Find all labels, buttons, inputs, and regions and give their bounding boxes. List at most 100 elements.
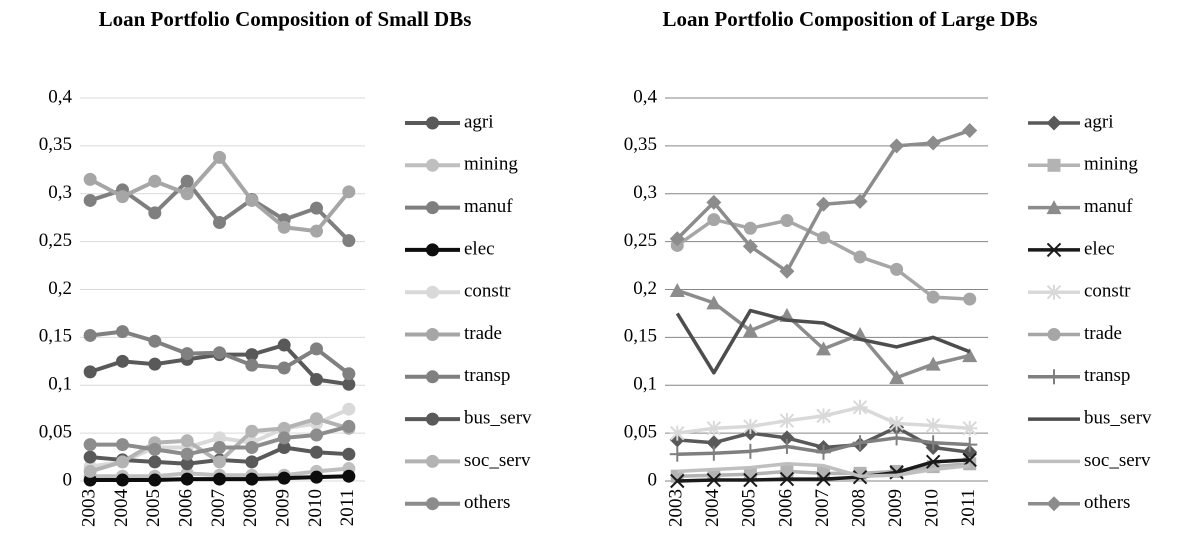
marker: [213, 440, 226, 454]
marker: [148, 357, 162, 371]
series-line: [675, 308, 971, 375]
marker: [1046, 369, 1062, 385]
marker: [852, 193, 868, 209]
marker: [426, 201, 439, 215]
marker: [925, 135, 941, 151]
marker: [962, 420, 978, 436]
marker: [707, 213, 721, 227]
marker: [779, 263, 795, 279]
x-tick-label: 2007: [208, 489, 229, 527]
y-tick-label: 0,3: [48, 182, 72, 203]
y-tick-label: 0,1: [48, 374, 72, 395]
marker: [310, 412, 323, 426]
marker: [706, 420, 722, 436]
marker: [1046, 496, 1062, 512]
legend-label: constr: [464, 281, 511, 302]
marker: [342, 447, 356, 461]
marker: [816, 408, 831, 424]
marker: [277, 421, 291, 435]
x-tick-label: 2007: [812, 489, 833, 527]
marker: [342, 469, 356, 483]
marker: [670, 473, 685, 489]
marker: [180, 457, 194, 471]
marker: [742, 323, 758, 338]
marker: [1047, 158, 1061, 172]
marker: [148, 473, 162, 487]
marker-stroke: [779, 471, 795, 487]
marker: [310, 428, 323, 442]
marker: [245, 193, 259, 207]
legend-label: elec: [1084, 238, 1115, 259]
marker: [925, 356, 941, 371]
marker: [742, 443, 758, 459]
legend-label: mining: [1084, 154, 1138, 175]
marker: [116, 354, 129, 368]
marker: [706, 194, 722, 210]
marker: [426, 328, 439, 341]
marker: [852, 399, 868, 415]
marker: [706, 472, 722, 488]
marker: [148, 174, 162, 188]
marker: [706, 445, 722, 461]
x-tick-label: 2005: [143, 489, 164, 527]
marker-stroke: [670, 473, 685, 489]
marker: [962, 452, 977, 468]
marker: [889, 138, 905, 154]
marker: [426, 158, 439, 172]
marker: [669, 231, 685, 247]
marker: [743, 221, 757, 235]
marker: [925, 454, 941, 470]
marker: [116, 438, 129, 452]
legend-label: constr: [1084, 281, 1131, 302]
y-tick-label: 0,2: [48, 278, 72, 299]
marker: [816, 444, 831, 460]
x-tick-label: 2010: [922, 489, 943, 527]
marker: [742, 418, 758, 434]
marker: [963, 292, 977, 306]
legend-label: manuf: [1084, 196, 1133, 217]
marker: [213, 455, 226, 469]
marker-stroke: [816, 471, 831, 487]
marker: [277, 361, 291, 375]
marker-stroke: [1046, 242, 1062, 258]
series-line: [676, 288, 971, 380]
legend-label: elec: [464, 238, 495, 259]
marker: [310, 201, 323, 215]
marker: [310, 373, 323, 387]
marker: [213, 346, 226, 360]
marker: [780, 214, 794, 228]
marker: [669, 425, 685, 441]
marker: [277, 440, 291, 454]
legend-label: bus_serv: [464, 407, 532, 428]
marker: [148, 334, 162, 348]
x-tick-label: 2011: [958, 489, 979, 526]
legend-label: others: [464, 492, 510, 513]
marker: [83, 172, 97, 186]
y-tick-label: 0,1: [633, 374, 657, 395]
marker: [342, 419, 356, 433]
marker: [780, 464, 794, 478]
marker: [1046, 115, 1062, 131]
x-tick-label: 2011: [337, 489, 358, 526]
marker: [245, 348, 259, 362]
marker: [310, 470, 323, 484]
marker: [342, 234, 356, 248]
x-tick-label: 2008: [240, 489, 261, 527]
marker: [817, 231, 830, 245]
marker: [925, 435, 941, 451]
marker: [148, 455, 162, 469]
marker: [962, 123, 978, 139]
marker: [889, 416, 905, 432]
x-tick-label: 2004: [111, 489, 132, 528]
marker: [148, 442, 162, 456]
marker: [816, 341, 831, 356]
y-tick-label: 0,3: [633, 182, 657, 203]
marker: [83, 438, 97, 452]
marker: [962, 437, 978, 453]
legend-label: mining: [464, 154, 518, 175]
marker: [426, 116, 439, 130]
legend-label: transp: [1084, 365, 1130, 386]
marker: [83, 193, 97, 207]
